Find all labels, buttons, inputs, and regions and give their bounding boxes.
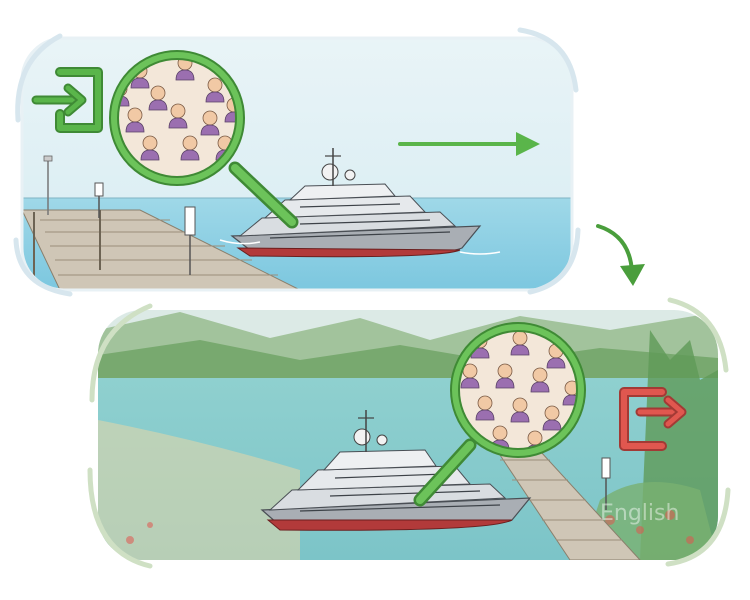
exit-icon: [619, 387, 687, 451]
panel-arriving: English: [87, 297, 731, 569]
arrow-down-icon: [596, 224, 645, 286]
dock: [22, 155, 301, 290]
magnifier-passengers: [413, 322, 586, 507]
watermark-text: English: [600, 501, 679, 526]
enter-icon: [31, 67, 103, 133]
arrow-right-icon: [398, 132, 540, 156]
panel-boarding: [13, 27, 581, 297]
magnifier-passengers: [109, 50, 299, 229]
yacht: [260, 410, 532, 531]
